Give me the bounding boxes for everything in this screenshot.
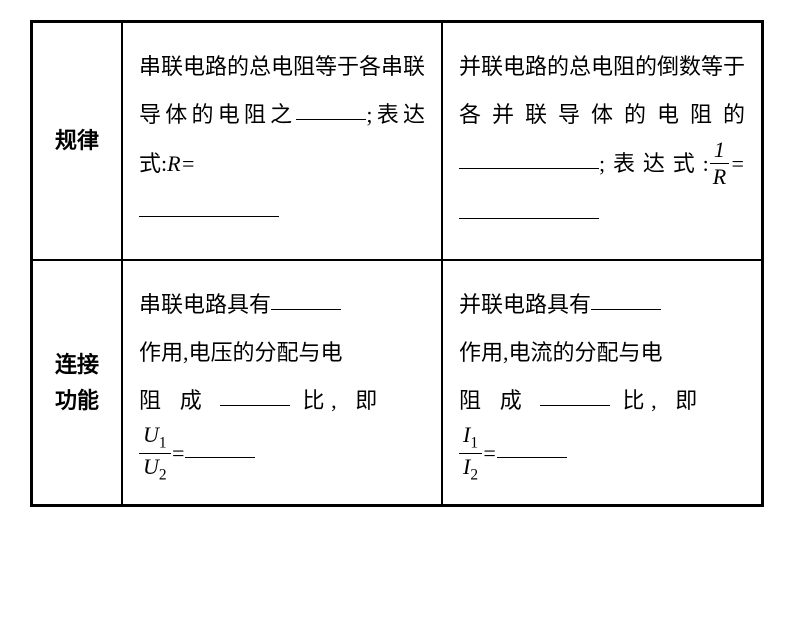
r1c1-blank2[interactable] <box>139 195 279 217</box>
r2c2-frac-den: I2 <box>459 454 482 483</box>
r2c1-frac: U1U2 <box>139 424 171 483</box>
r1c2-frac-num: 1 <box>710 139 729 164</box>
r2c2-eq: = <box>482 440 497 465</box>
r2c1-eq: = <box>171 440 186 465</box>
row-header-1: 规律 <box>32 22 122 260</box>
r2c2-text2b: 阻 成 <box>459 388 540 413</box>
physics-table: 规律 串联电路的总电阻等于各串联导体的电阻之;表达式:R= 并联电路的总电阻的倒… <box>30 20 764 507</box>
row2-col2: 并联电路具有作用,电流的分配与电阻 成 比, 即 I1I2= <box>442 260 762 506</box>
r1c2-frac-den: R <box>709 164 730 188</box>
r2c1-text3: 比, 即 <box>290 388 384 413</box>
r2c1-text2a: 作用,电压的分配与电 <box>139 340 343 365</box>
r2c1-blank1[interactable] <box>271 288 341 310</box>
r1c2-prefix: 并联电路的总电阻的倒数等于各并联导体的电阻的 <box>459 54 745 127</box>
r2c2-blank1[interactable] <box>591 288 661 310</box>
row-header-2: 连接功能 <box>32 260 122 506</box>
r1c1-formula: R= <box>167 151 195 176</box>
r1c2-blank2[interactable] <box>459 197 599 219</box>
r2c1-frac-num: U1 <box>139 424 171 454</box>
row1-header-text: 规律 <box>55 123 99 158</box>
r2c2-text3: 比, 即 <box>610 388 704 413</box>
r2c2-frac-num: I1 <box>459 424 482 454</box>
r1c1-blank1[interactable] <box>296 98 366 120</box>
r2c1-blank2[interactable] <box>220 384 290 406</box>
r2c1-prefix: 串联电路具有 <box>139 292 271 317</box>
r1c2-blank1[interactable] <box>459 147 599 169</box>
row1-col2: 并联电路的总电阻的倒数等于各并联导体的电阻的 ;表达式:1R= <box>442 22 762 260</box>
row1-col1: 串联电路的总电阻等于各串联导体的电阻之;表达式:R= <box>122 22 442 260</box>
r2c1-frac-den: U2 <box>139 454 171 483</box>
r2c2-frac: I1I2 <box>459 424 482 483</box>
r2c2-text2a: 作用,电流的分配与电 <box>459 340 663 365</box>
r2c2-blank3[interactable] <box>497 436 567 458</box>
row2-header-text: 连接功能 <box>49 347 105 417</box>
row2-col1: 串联电路具有作用,电压的分配与电阻 成 比, 即 U1U2= <box>122 260 442 506</box>
r2c1-blank3[interactable] <box>185 436 255 458</box>
r2c2-blank2[interactable] <box>540 384 610 406</box>
r1c2-eq: = <box>730 151 745 176</box>
r1c2-frac: 1R <box>709 139 730 188</box>
r1c2-mid: ;表达式: <box>599 151 709 176</box>
r2c2-prefix: 并联电路具有 <box>459 292 591 317</box>
r2c1-text2b: 阻 成 <box>139 388 220 413</box>
